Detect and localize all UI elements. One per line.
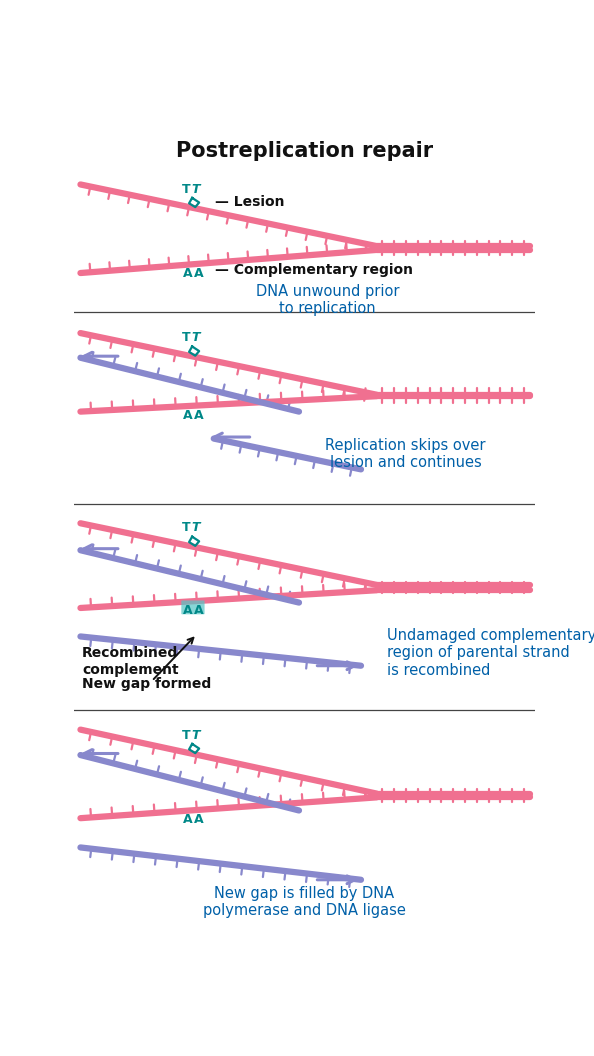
Text: T: T	[182, 522, 190, 534]
Text: T: T	[182, 183, 190, 195]
Text: — Lesion: — Lesion	[214, 194, 284, 209]
Text: New gap formed: New gap formed	[82, 677, 211, 692]
Text: T: T	[192, 522, 200, 534]
Text: A: A	[183, 267, 192, 280]
Text: A: A	[194, 267, 203, 280]
Text: Undamaged complementary
region of parental strand
is recombined: Undamaged complementary region of parent…	[387, 627, 594, 678]
Text: Postreplication repair: Postreplication repair	[176, 140, 433, 161]
Text: — Complementary region: — Complementary region	[214, 263, 413, 278]
Text: A: A	[194, 813, 203, 827]
Text: T: T	[182, 332, 190, 344]
Text: A: A	[183, 409, 192, 421]
Text: A: A	[183, 604, 192, 618]
Text: Recombined
complement: Recombined complement	[82, 646, 179, 677]
Text: DNA unwound prior
to replication: DNA unwound prior to replication	[255, 284, 399, 316]
Text: New gap is filled by DNA
polymerase and DNA ligase: New gap is filled by DNA polymerase and …	[203, 886, 406, 919]
Text: A: A	[183, 813, 192, 827]
Text: T: T	[192, 183, 200, 195]
FancyBboxPatch shape	[181, 601, 204, 615]
Text: T: T	[192, 332, 200, 344]
Text: T: T	[192, 729, 200, 741]
Text: A: A	[194, 604, 203, 618]
Text: T: T	[182, 729, 190, 741]
Text: A: A	[194, 409, 203, 421]
Text: Replication skips over
lesion and continues: Replication skips over lesion and contin…	[326, 438, 486, 470]
